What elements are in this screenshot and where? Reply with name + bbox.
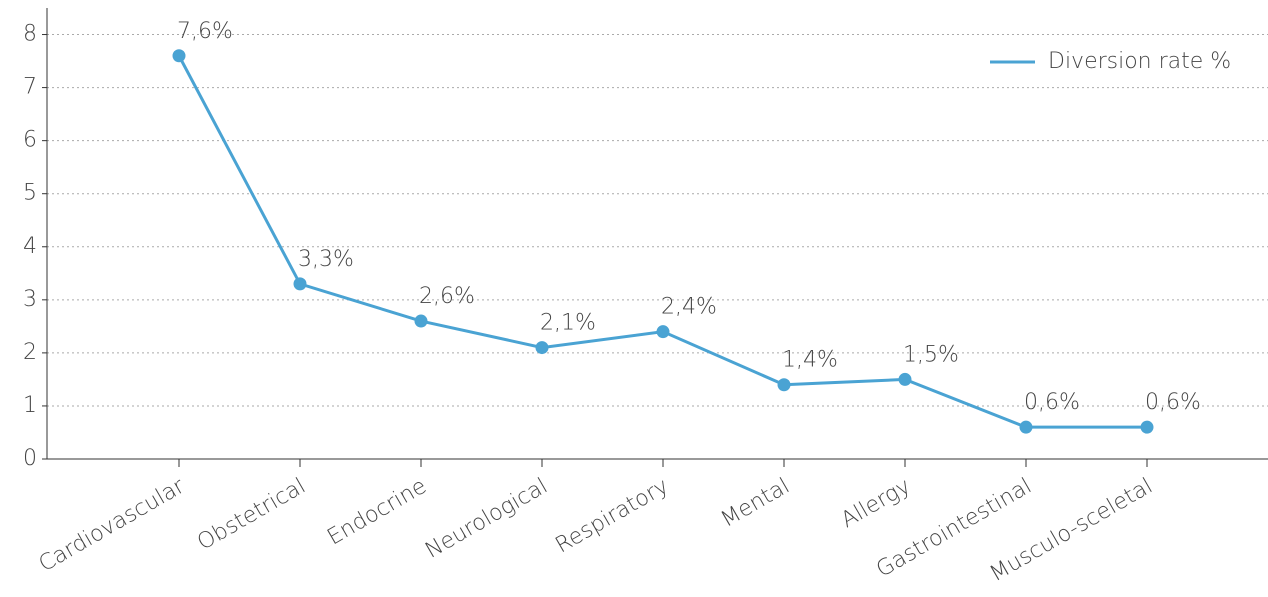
- x-tick-label: Cardiovascular: [35, 473, 190, 577]
- y-tick-label: 5: [23, 181, 37, 206]
- data-label: 0,6%: [1024, 390, 1080, 415]
- data-label: 2,6%: [419, 284, 475, 309]
- x-tick-label: Endocrine: [323, 474, 431, 551]
- data-point: [293, 277, 307, 291]
- data-point: [1019, 420, 1033, 434]
- y-tick-label: 1: [23, 393, 37, 418]
- data-point: [1140, 420, 1154, 434]
- data-point: [898, 372, 912, 386]
- data-point: [172, 49, 186, 63]
- data-label: 1,5%: [903, 342, 959, 367]
- data-label: 1,4%: [782, 348, 838, 373]
- y-tick-label: 0: [23, 446, 37, 471]
- legend-label: Diversion rate %: [1048, 49, 1231, 74]
- y-tick-label: 4: [23, 234, 37, 259]
- data-point: [535, 341, 549, 355]
- x-tick-label: Allergy: [837, 474, 915, 534]
- y-tick-label: 6: [23, 128, 37, 153]
- data-label: 3,3%: [298, 247, 354, 272]
- y-tick-label: 7: [23, 75, 37, 100]
- data-point: [656, 325, 670, 339]
- y-tick-label: 8: [23, 22, 37, 47]
- x-tick-label: Respiratory: [551, 474, 673, 559]
- data-label: 2,4%: [661, 295, 717, 320]
- x-tick-label: Mental: [717, 474, 794, 533]
- y-tick-label: 3: [23, 287, 37, 312]
- data-point: [414, 314, 428, 328]
- data-point: [777, 378, 791, 392]
- series-line: [177, 55, 1147, 429]
- y-tick-label: 2: [23, 340, 37, 365]
- data-label: 2,1%: [540, 311, 596, 336]
- data-label: 7,6%: [177, 19, 233, 44]
- x-tick-label: Neurological: [421, 474, 552, 564]
- data-label: 0,6%: [1145, 390, 1201, 415]
- x-tick-label: Obstetrical: [193, 474, 310, 556]
